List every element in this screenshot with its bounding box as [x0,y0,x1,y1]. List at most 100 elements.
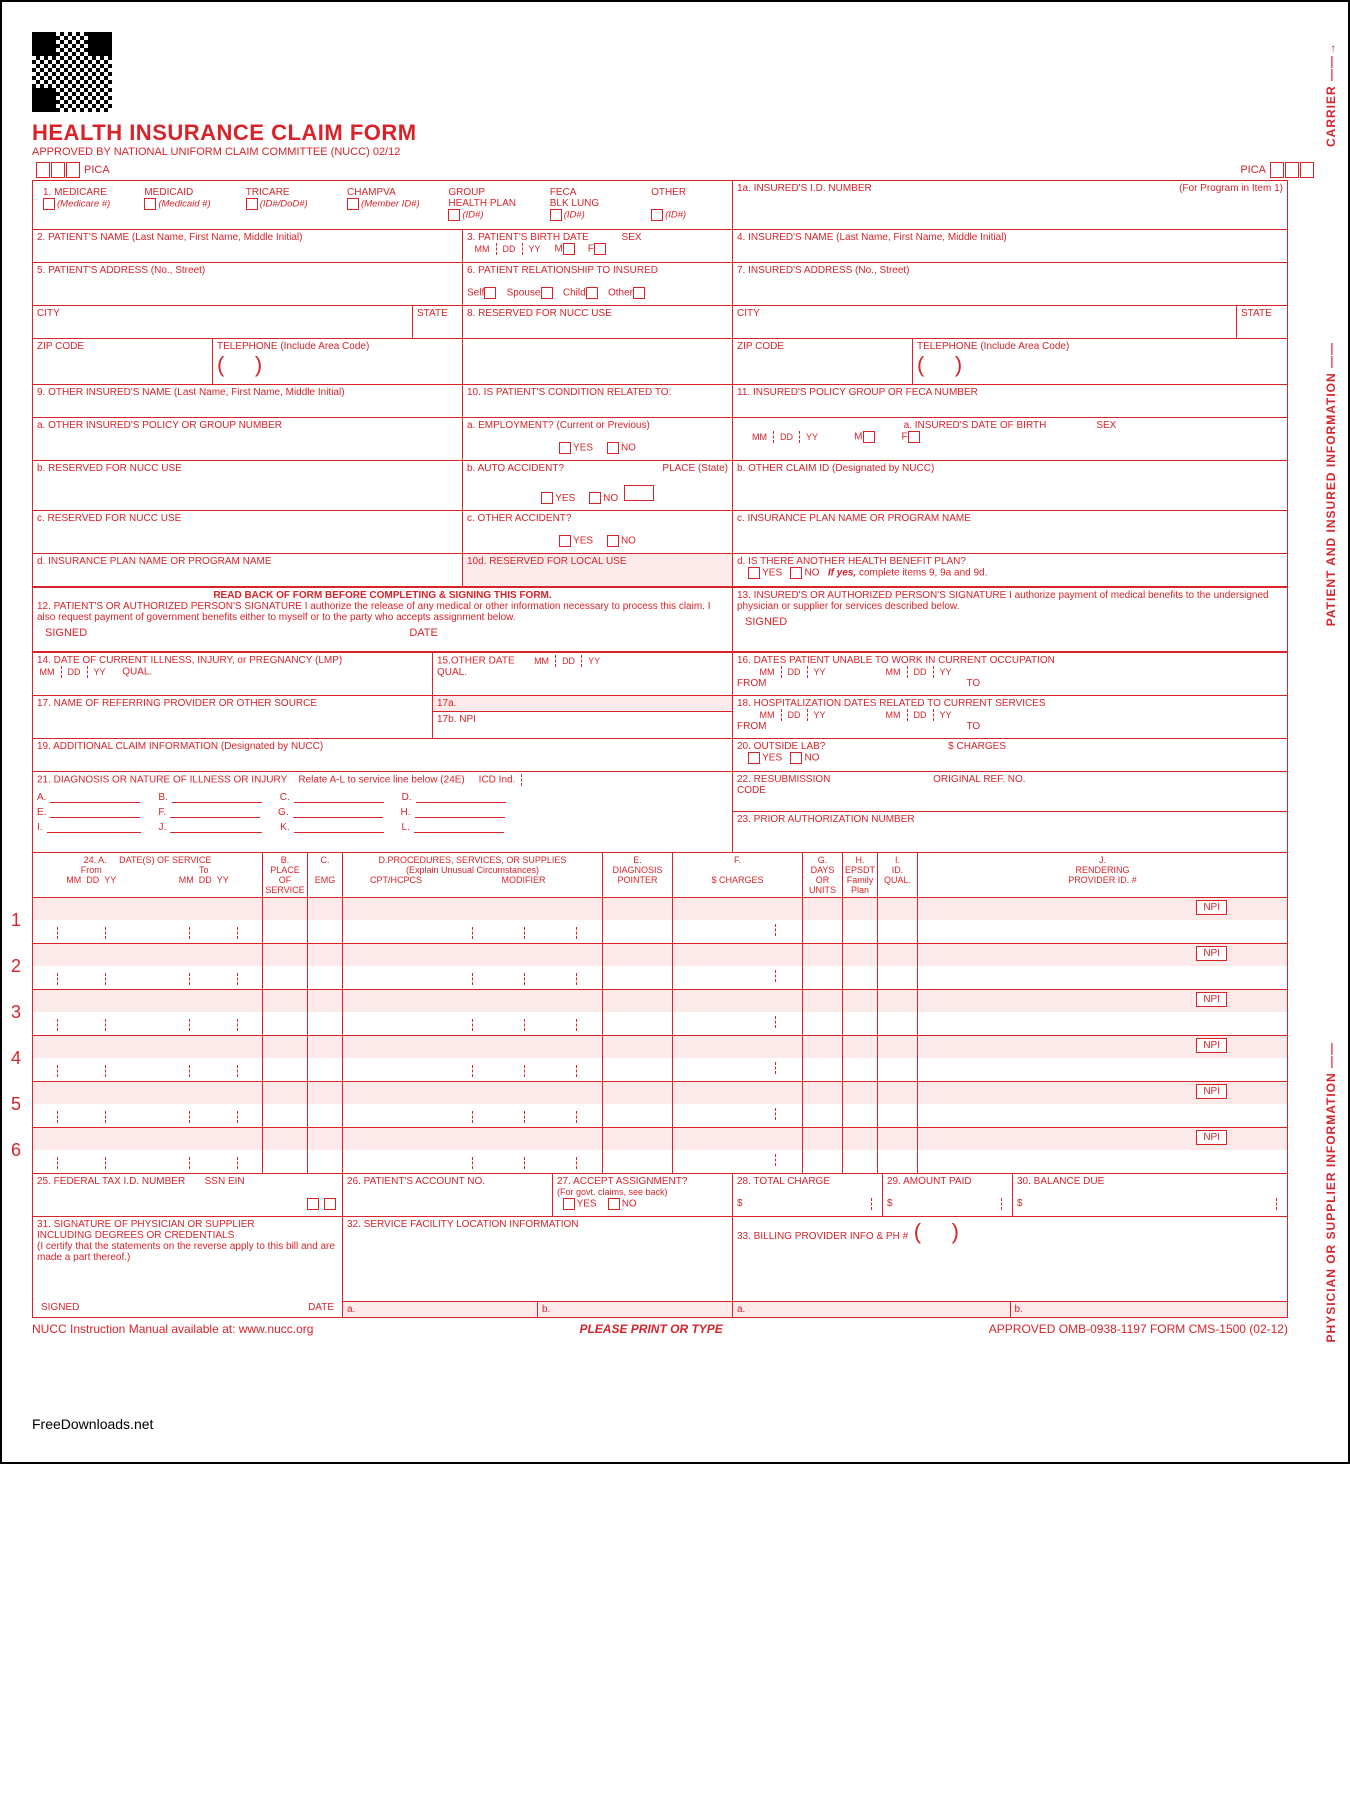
group-label: GROUP [448,187,485,198]
field-28[interactable]: 28. TOTAL CHARGE$ [733,1174,883,1216]
service-row-6[interactable]: 6 NPI [33,1128,1287,1174]
ins-sex-m[interactable] [863,431,875,443]
pica-left: PICA [80,164,114,176]
field-9d[interactable]: d. INSURANCE PLAN NAME OR PROGRAM NAME [33,554,463,586]
field-9d-label: d. INSURANCE PLAN NAME OR PROGRAM NAME [37,556,271,567]
diag-g: G. [278,807,289,818]
service-row-2[interactable]: 2 NPI [33,944,1287,990]
field-10b[interactable]: b. AUTO ACCIDENT?PLACE (State) YES NO [463,461,733,510]
group-sub: (ID#) [462,210,483,221]
field-11d[interactable]: d. IS THERE ANOTHER HEALTH BENEFIT PLAN?… [733,554,1287,586]
rel-other[interactable] [633,287,645,299]
field-20[interactable]: 20. OUTSIDE LAB? $ CHARGES YES NO [733,739,1287,771]
assign-yes[interactable] [563,1198,575,1210]
assign-no[interactable] [608,1198,620,1210]
field-11c[interactable]: c. INSURANCE PLAN NAME OR PROGRAM NAME [733,511,1287,553]
patient-phone[interactable]: TELEPHONE (Include Area Code)( ) [213,339,463,384]
field-13[interactable]: 13. INSURED'S OR AUTHORIZED PERSON'S SIG… [733,588,1287,651]
field-7[interactable]: 7. INSURED'S ADDRESS (No., Street) [733,263,1287,305]
field-8: 8. RESERVED FOR NUCC USE [463,306,733,338]
field-14[interactable]: 14. DATE OF CURRENT ILLNESS, INJURY, or … [33,653,433,695]
rel-child[interactable] [586,287,598,299]
plan-yes[interactable] [748,567,760,579]
field-12[interactable]: READ BACK OF FORM BEFORE COMPLETING & SI… [33,588,733,651]
auto-no[interactable] [589,492,601,504]
field-5[interactable]: 5. PATIENT'S ADDRESS (No., Street) [33,263,463,305]
field-23[interactable]: 23. PRIOR AUTHORIZATION NUMBER [733,812,1287,852]
champva-checkbox[interactable] [347,198,359,210]
patient-city[interactable]: CITY [33,306,413,338]
patient-state[interactable]: STATE [413,306,463,338]
insured-city[interactable]: CITY [733,306,1237,338]
medicaid-checkbox[interactable] [144,198,156,210]
insured-zip[interactable]: ZIP CODE [733,339,913,384]
field-21[interactable]: 21. DIAGNOSIS OR NATURE OF ILLNESS OR IN… [33,772,733,852]
group-checkbox[interactable] [448,209,460,221]
field-9[interactable]: 9. OTHER INSURED'S NAME (Last Name, Firs… [33,385,463,417]
field-10b-label: b. AUTO ACCIDENT? [467,463,564,474]
field-18[interactable]: 18. HOSPITALIZATION DATES RELATED TO CUR… [733,696,1287,738]
field-9a-label: a. OTHER INSURED'S POLICY OR GROUP NUMBE… [37,420,282,431]
other-checkbox[interactable] [651,209,663,221]
field-30-label: 30. BALANCE DUE [1017,1176,1104,1187]
field-17[interactable]: 17. NAME OF REFERRING PROVIDER OR OTHER … [33,696,433,738]
auto-yes[interactable] [541,492,553,504]
field-11a[interactable]: a. INSURED'S DATE OF BIRTH SEX MMDDYY M … [733,418,1287,460]
field-25[interactable]: 25. FEDERAL TAX I.D. NUMBER SSN EIN [33,1174,343,1216]
insured-phone[interactable]: TELEPHONE (Include Area Code)( ) [913,339,1287,384]
field-2[interactable]: 2. PATIENT'S NAME (Last Name, First Name… [33,230,463,262]
field-19[interactable]: 19. ADDITIONAL CLAIM INFORMATION (Design… [33,739,733,771]
field-11[interactable]: 11. INSURED'S POLICY GROUP OR FECA NUMBE… [733,385,1287,417]
field-10a[interactable]: a. EMPLOYMENT? (Current or Previous) YES… [463,418,733,460]
sex-m-checkbox[interactable] [563,243,575,255]
city-label: CITY [37,308,60,319]
patient-zip[interactable]: ZIP CODE [33,339,213,384]
rel-spouse[interactable] [541,287,553,299]
service-row-3[interactable]: 3 NPI [33,990,1287,1036]
field-15[interactable]: 15.OTHER DATE MMDDYY QUAL. [433,653,733,695]
service-row-4[interactable]: 4 NPI [33,1036,1287,1082]
sex-f-checkbox[interactable] [594,243,606,255]
emp-yes[interactable] [559,442,571,454]
field-10c[interactable]: c. OTHER ACCIDENT? YES NO [463,511,733,553]
service-row-5[interactable]: 5 NPI [33,1082,1287,1128]
lab-yes[interactable] [748,752,760,764]
field-27[interactable]: 27. ACCEPT ASSIGNMENT? (For govt. claims… [553,1174,733,1216]
medicare-checkbox[interactable] [43,198,55,210]
field-30[interactable]: 30. BALANCE DUE$ [1013,1174,1287,1216]
field-10d[interactable]: 10d. RESERVED FOR LOCAL USE [463,554,733,586]
oth-yes[interactable] [559,535,571,547]
field-11b[interactable]: b. OTHER CLAIM ID (Designated by NUCC) [733,461,1287,510]
field-3-label: 3. PATIENT'S BIRTH DATE [467,232,589,243]
field-6[interactable]: 6. PATIENT RELATIONSHIP TO INSURED Self … [463,263,733,305]
field-33[interactable]: 33. BILLING PROVIDER INFO & PH # ( ) a. … [733,1217,1287,1317]
service-row-1[interactable]: 1 NPI [33,898,1287,944]
field-9a[interactable]: a. OTHER INSURED'S POLICY OR GROUP NUMBE… [33,418,463,460]
field-32[interactable]: 32. SERVICE FACILITY LOCATION INFORMATIO… [343,1217,733,1317]
insured-state[interactable]: STATE [1237,306,1287,338]
footer-right: APPROVED OMB-0938-1197 FORM CMS-1500 (02… [989,1322,1288,1336]
feca-label2: BLK LUNG [550,198,599,209]
patient-vertical-label: PATIENT AND INSURED INFORMATION —— [1324,342,1338,626]
rel-self[interactable] [484,287,496,299]
field-16[interactable]: 16. DATES PATIENT UNABLE TO WORK IN CURR… [733,653,1287,695]
ssn-checkbox[interactable] [307,1198,319,1210]
tricare-checkbox[interactable] [246,198,258,210]
field-4[interactable]: 4. INSURED'S NAME (Last Name, First Name… [733,230,1287,262]
place-state-box[interactable] [624,485,654,501]
field-22[interactable]: 22. RESUBMISSION ORIGINAL REF. NO. CODE [733,772,1287,812]
ein-checkbox[interactable] [324,1198,336,1210]
field-31[interactable]: 31. SIGNATURE OF PHYSICIAN OR SUPPLIER I… [33,1217,343,1317]
field-3[interactable]: 3. PATIENT'S BIRTH DATE SEX MMDDYY M F [463,230,733,262]
field-5-label: 5. PATIENT'S ADDRESS (No., Street) [37,265,205,276]
field-17ab[interactable]: 17a. 17b. NPI [433,696,733,738]
ins-sex-f[interactable] [908,431,920,443]
field-26[interactable]: 26. PATIENT'S ACCOUNT NO. [343,1174,553,1216]
feca-checkbox[interactable] [550,209,562,221]
emp-no[interactable] [607,442,619,454]
plan-no[interactable] [790,567,802,579]
field-29[interactable]: 29. AMOUNT PAID$ [883,1174,1013,1216]
oth-no[interactable] [607,535,619,547]
lab-no[interactable] [790,752,802,764]
champva-sub: (Member ID#) [361,199,420,210]
